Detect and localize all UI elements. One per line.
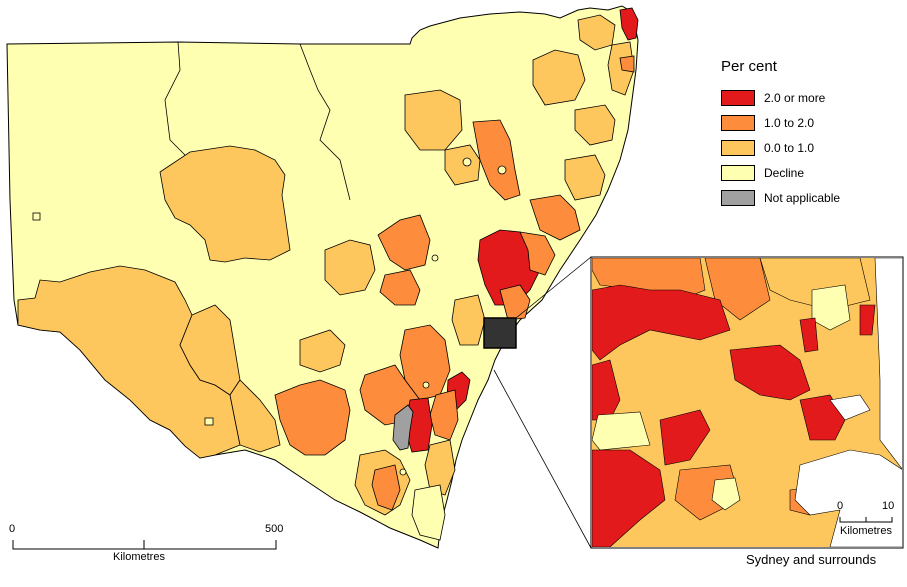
region-central-west [159, 145, 291, 263]
region-border [164, 41, 191, 161]
region-mid-north-3 [529, 194, 581, 241]
legend-swatch [721, 139, 755, 156]
region-central [324, 239, 376, 296]
region-north-2 [472, 119, 521, 201]
inset-leader-line [515, 256, 592, 319]
region-riverina [179, 304, 241, 396]
inset-caption: Sydney and surrounds [746, 552, 877, 567]
region-central-4 [299, 329, 346, 373]
town-outline [32, 212, 41, 221]
region-monaro [371, 464, 401, 511]
inset-scale-end: 10 [882, 500, 895, 512]
region-border [299, 43, 351, 201]
region-north-1 [404, 89, 463, 151]
main-scale-unit: Kilometres [113, 551, 165, 563]
region-north-coast-2 [619, 55, 635, 73]
legend-swatch [721, 89, 755, 106]
region-north-coast-1 [607, 41, 635, 96]
region-riverina-3 [274, 379, 351, 456]
region-far-south-coast [411, 484, 446, 541]
region-mid-north-2 [564, 154, 606, 201]
region-north-coast-tip [619, 7, 639, 41]
inset-scale-unit: Kilometres [840, 525, 892, 537]
region-north-3 [444, 144, 481, 186]
legend-label: Not applicable [764, 190, 841, 205]
inset-leader-line [493, 369, 592, 549]
town-outline [399, 468, 407, 476]
town-outline [204, 417, 214, 426]
main-scale-end: 500 [265, 523, 284, 535]
legend-label: Decline [764, 165, 805, 180]
region-hunter-2 [519, 231, 556, 276]
region-north-4 [532, 49, 586, 106]
legend-item-decline: Decline [721, 160, 840, 185]
legend-item-not-applicable: Not applicable [721, 185, 840, 210]
legend-swatch [721, 164, 755, 181]
legend-swatch [721, 114, 755, 131]
region-hunter [477, 229, 541, 306]
region-south-coast-2 [424, 439, 456, 496]
legend-title: Per cent [721, 58, 777, 75]
region-central-3 [379, 269, 421, 306]
legend-item-low: 0.0 to 1.0 [721, 135, 840, 160]
legend-item-high: 2.0 or more [721, 85, 840, 110]
legend: Per cent 2.0 or more 1.0 to 2.0 0.0 to 1… [721, 58, 840, 210]
sydney-locator-box [483, 317, 517, 349]
legend-item-medium: 1.0 to 2.0 [721, 110, 840, 135]
legend-swatch [721, 189, 755, 206]
legend-label: 0.0 to 1.0 [764, 140, 815, 155]
town-outline [431, 254, 439, 262]
town-outline [462, 157, 472, 167]
region-central-7 [451, 294, 486, 346]
legend-label: 2.0 or more [764, 90, 826, 105]
region-central-2 [377, 214, 431, 271]
region-act-not-applicable [392, 404, 414, 451]
region-mid-north-1 [574, 104, 616, 146]
main-scale-start: 0 [9, 523, 16, 535]
legend-label: 1.0 to 2.0 [764, 115, 815, 130]
town-outline [422, 381, 430, 389]
inset-scale-start: 0 [837, 500, 844, 512]
sydney-inset [590, 256, 904, 549]
town-outline [497, 165, 507, 175]
region-riverina-2 [229, 379, 281, 453]
